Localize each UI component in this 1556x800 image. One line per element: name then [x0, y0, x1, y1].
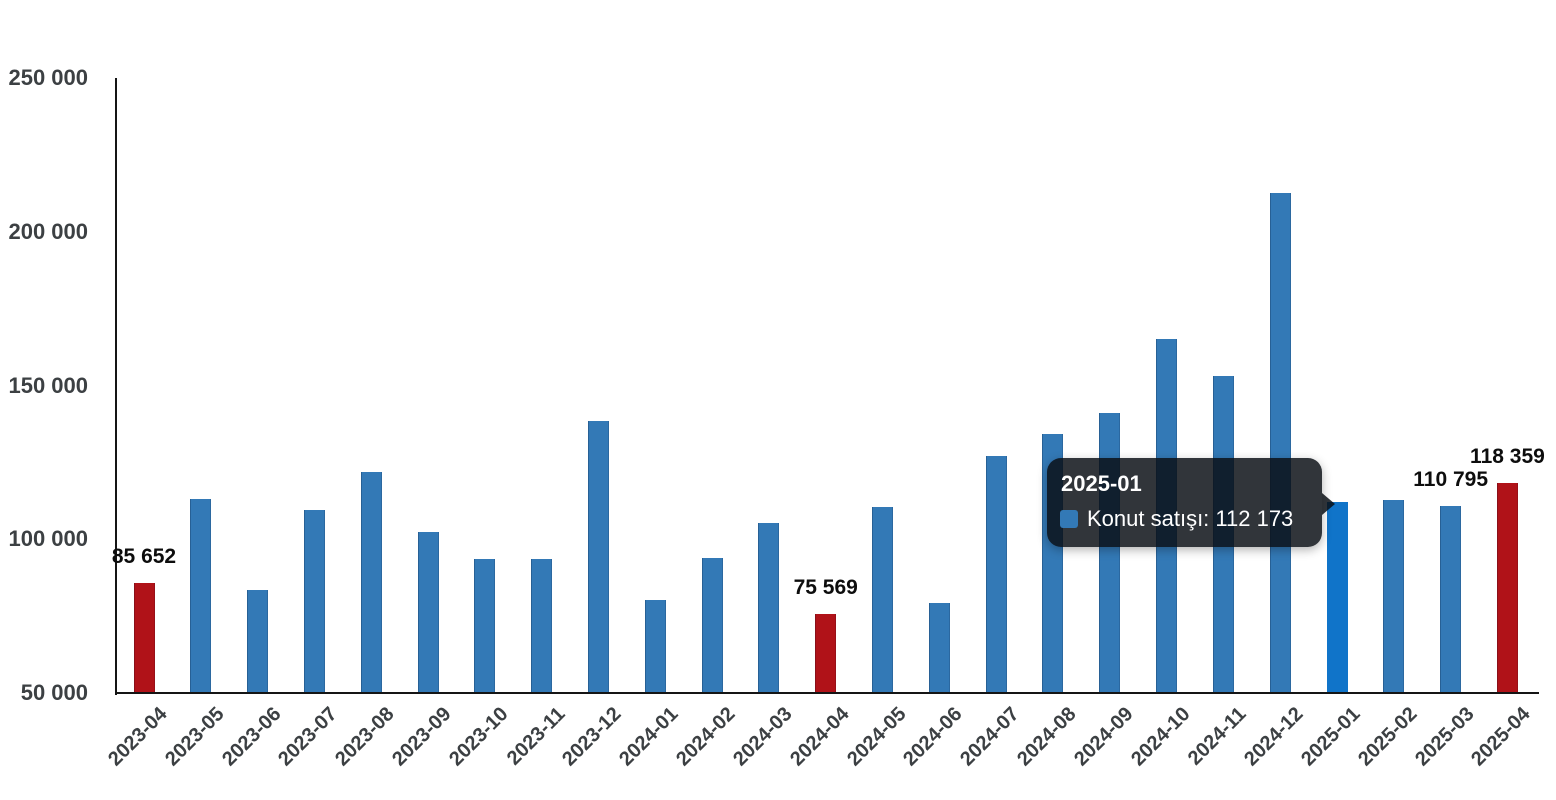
x-axis-label-2023-07: 2023-07 — [274, 703, 342, 771]
x-axis-label-2023-05: 2023-05 — [160, 703, 229, 771]
series-color-swatch-icon — [1060, 510, 1078, 528]
bar-2024-09[interactable] — [1099, 413, 1121, 693]
x-axis-label-2024-11: 2024-11 — [1184, 703, 1251, 770]
bar-2023-08[interactable] — [360, 471, 382, 693]
x-axis-label-2024-06: 2024-06 — [899, 703, 967, 771]
bar-2023-06[interactable] — [247, 589, 269, 693]
bar-2023-05[interactable] — [190, 499, 212, 693]
bar-2025-02[interactable] — [1383, 499, 1405, 693]
x-axis-label-2024-03: 2024-03 — [729, 703, 797, 771]
x-axis-label-2023-11: 2023-11 — [502, 703, 570, 770]
x-axis-label-2024-10: 2024-10 — [1126, 703, 1195, 771]
tooltip-title: 2025-01 — [1061, 471, 1142, 496]
x-axis-label-2023-10: 2023-10 — [444, 703, 513, 771]
bar-2023-09[interactable] — [417, 531, 439, 693]
bar-2024-12[interactable] — [1269, 193, 1291, 693]
x-axis-label-2023-12: 2023-12 — [558, 703, 627, 771]
bar-2024-01[interactable] — [644, 599, 666, 693]
x-axis-label-2024-05: 2024-05 — [842, 703, 911, 771]
tooltip-arrow-icon — [1322, 493, 1335, 515]
bar-value-label-2025-03: 110 795 — [1413, 468, 1489, 492]
bar-2023-04[interactable] — [133, 583, 155, 693]
bar-2023-10[interactable] — [474, 558, 496, 693]
x-axis-label-2025-03: 2025-03 — [1410, 703, 1479, 771]
tooltip-value-text: Konut satışı: 112 173 — [1087, 506, 1294, 531]
x-axis-label-2024-04: 2024-04 — [785, 703, 854, 771]
y-axis-label: 250 000 — [8, 65, 88, 90]
x-axis-label-2025-01: 2025-01 — [1297, 703, 1365, 771]
bar-2025-04[interactable] — [1496, 482, 1518, 693]
bar-value-label-2023-04: 85 652 — [111, 545, 177, 569]
x-axis-label-2024-12: 2024-12 — [1240, 703, 1308, 771]
y-axis-label: 50 000 — [20, 680, 88, 705]
bar-2023-11[interactable] — [531, 559, 553, 693]
x-axis-label-2023-08: 2023-08 — [331, 703, 399, 771]
x-axis-label-2023-09: 2023-09 — [388, 703, 456, 771]
x-axis-label-2024-01: 2024-01 — [615, 703, 683, 771]
bar-2024-02[interactable] — [701, 558, 723, 693]
chart-tooltip: 2025-01 Konut satışı: 112 173 — [1047, 458, 1335, 547]
x-axis-label-2024-07: 2024-07 — [956, 703, 1024, 771]
bar-2025-01[interactable] — [1326, 501, 1348, 693]
x-axis-line — [115, 692, 1539, 694]
bar-value-label-2025-04: 118 359 — [1470, 444, 1545, 468]
bar-2024-05[interactable] — [872, 506, 894, 693]
x-axis-label-2023-04: 2023-04 — [104, 703, 172, 771]
bar-2024-03[interactable] — [758, 522, 780, 693]
bar-2023-07[interactable] — [303, 510, 325, 693]
x-axis-label-2025-02: 2025-02 — [1353, 703, 1422, 771]
bar-2024-06[interactable] — [928, 602, 950, 693]
y-axis-label: 200 000 — [8, 218, 88, 244]
x-axis-label-2023-06: 2023-06 — [217, 703, 286, 771]
bar-2024-07[interactable] — [985, 456, 1007, 693]
y-axis-line — [115, 78, 117, 695]
y-axis-label: 150 000 — [8, 372, 88, 398]
x-axis-label-2024-02: 2024-02 — [672, 703, 740, 771]
x-axis-label-2025-04: 2025-04 — [1467, 703, 1535, 771]
bar-2025-03[interactable] — [1440, 506, 1462, 693]
x-axis-label-2024-09: 2024-09 — [1069, 703, 1138, 771]
bar-2023-12[interactable] — [587, 420, 609, 693]
y-axis-label: 100 000 — [8, 526, 88, 552]
bar-2024-04[interactable] — [815, 614, 837, 693]
x-axis-label-2024-08: 2024-08 — [1013, 703, 1081, 771]
bar-value-label-2024-04: 75 569 — [793, 576, 858, 600]
